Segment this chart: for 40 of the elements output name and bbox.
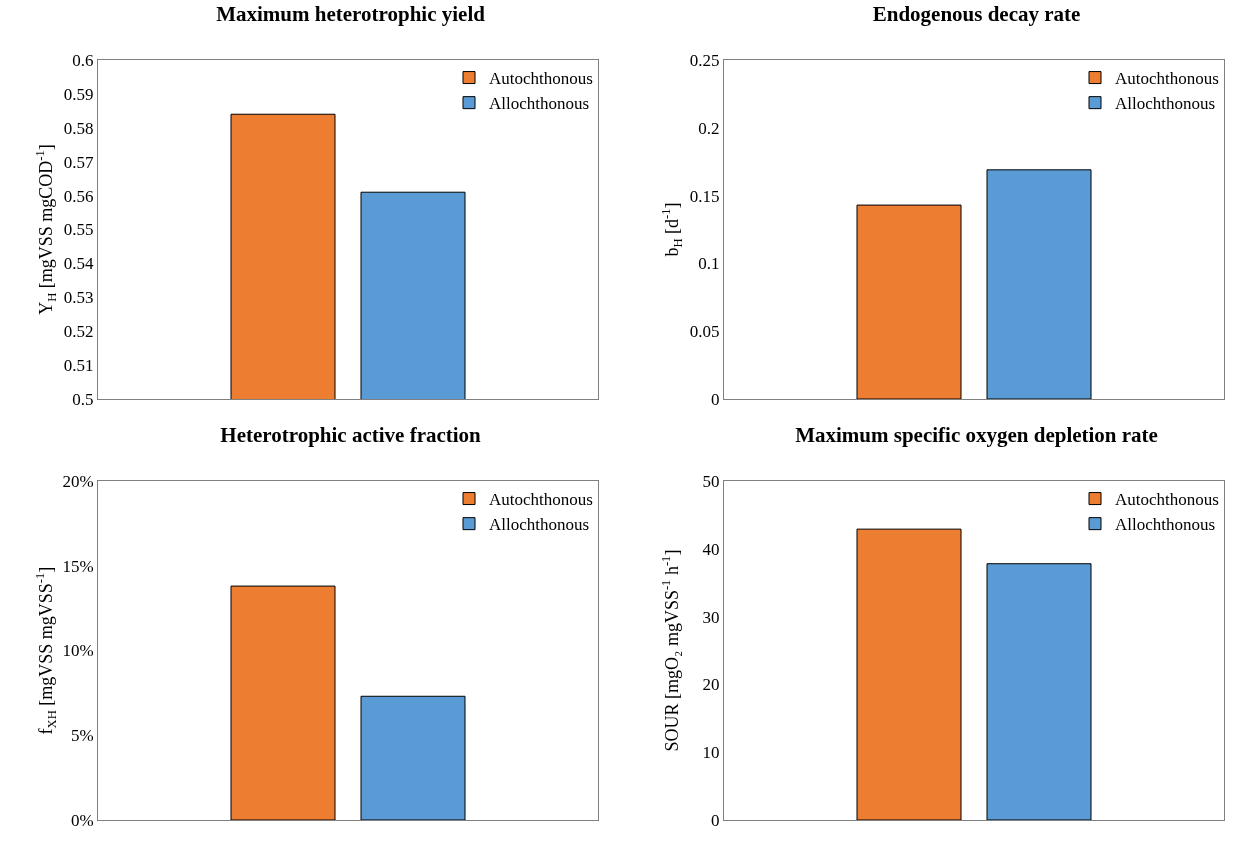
y-tick-label: 0 — [711, 810, 720, 830]
y-tick-label: 0.5 — [72, 389, 94, 409]
y-tick-label: 0.25 — [689, 50, 720, 70]
y-tick-label: 0.58 — [63, 118, 94, 138]
y-tick-label: 0.1 — [698, 254, 720, 274]
y-tick-label: 0.2 — [698, 118, 720, 138]
y-tick-label: 0.57 — [63, 152, 95, 172]
y-tick-label: 0.51 — [63, 356, 94, 376]
legend-label: Autochthonous — [489, 69, 593, 89]
legend-label: Allochthonous — [1115, 94, 1216, 114]
y-tick-label: 0.52 — [63, 322, 94, 342]
y-tick-label: 0.05 — [689, 322, 720, 342]
y-tick-label: 10% — [62, 641, 94, 661]
legend-label: Autochthonous — [1115, 490, 1219, 510]
y-tick-label: 50 — [702, 471, 720, 491]
y-tick-label: 30 — [702, 607, 720, 627]
y-tick-label: 0.15 — [689, 186, 720, 206]
y-tick-label: 0.56 — [63, 186, 94, 206]
chart-title: Heterotrophic active fraction — [220, 423, 482, 448]
y-tick-label: 40 — [702, 539, 720, 559]
y-tick-label: 15% — [62, 556, 94, 576]
legend-label: Allochthonous — [489, 515, 590, 535]
chart-title: Maximum specific oxygen depletion rate — [795, 423, 1158, 448]
y-tick-label: 20 — [702, 675, 720, 695]
y-tick-label: 0.6 — [72, 50, 94, 70]
y-tick-label: 10 — [702, 743, 720, 763]
y-tick-label: 0% — [70, 810, 94, 830]
y-tick-label: 0 — [711, 389, 720, 409]
legend-label: Allochthonous — [489, 94, 590, 114]
chart-title: Maximum heterotrophic yield — [216, 2, 486, 27]
y-tick-label: 5% — [70, 726, 94, 746]
y-tick-label: 0.53 — [63, 288, 94, 308]
y-tick-label: 20% — [62, 471, 94, 491]
legend-label: Autochthonous — [1115, 69, 1219, 89]
y-tick-label: 0.54 — [63, 254, 95, 274]
legend-label: Autochthonous — [489, 490, 593, 510]
legend-label: Allochthonous — [1115, 515, 1216, 535]
chart-title: Endogenous decay rate — [872, 2, 1081, 27]
y-tick-label: 0.59 — [63, 84, 94, 104]
y-tick-label: 0.55 — [63, 220, 94, 240]
